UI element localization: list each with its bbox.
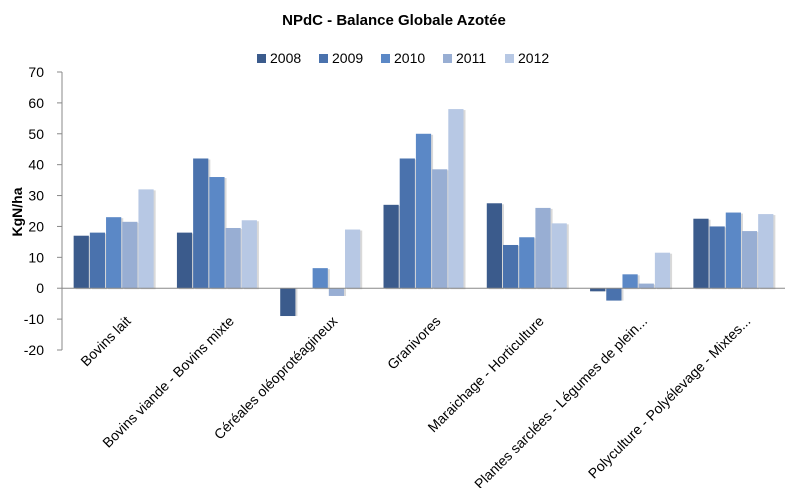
bar-2011 — [638, 283, 654, 289]
category-label: Bovins lait — [77, 313, 134, 370]
bar-2009 — [502, 244, 519, 289]
bar-2008 — [280, 288, 296, 317]
bar-2012 — [448, 109, 464, 289]
bar-2008 — [383, 204, 399, 289]
bar-2012 — [345, 229, 361, 289]
bar-2009 — [709, 226, 725, 289]
bar-2011 — [122, 221, 138, 289]
y-tick-label: 70 — [28, 64, 44, 80]
legend-label-2012: 2012 — [518, 50, 549, 66]
bar-2011 — [328, 288, 345, 296]
bar-2010 — [519, 237, 535, 289]
bar-2011 — [741, 231, 758, 289]
bar-2012 — [551, 223, 567, 289]
legend-swatch-2012 — [505, 54, 514, 63]
legend-swatch-2010 — [381, 54, 390, 63]
category-label: Céréales oléoprotéagineux — [211, 313, 341, 443]
bar-2010 — [312, 268, 328, 289]
category-label: Granivores — [384, 313, 444, 373]
bar-2010 — [415, 133, 432, 289]
legend: 2008 2009 2010 2011 2012 — [257, 50, 549, 66]
y-tick-label: 0 — [36, 280, 44, 296]
bar-2008 — [486, 203, 502, 289]
y-tick-label: 60 — [28, 95, 44, 111]
bar-2009 — [89, 232, 106, 289]
legend-label-2008: 2008 — [270, 50, 301, 66]
y-tick-label: 40 — [28, 157, 44, 173]
bar-2009 — [606, 288, 622, 301]
legend-swatch-2008 — [257, 54, 266, 63]
bar-2010 — [209, 177, 225, 289]
bar-2009 — [193, 158, 209, 289]
y-tick-label: 30 — [28, 188, 44, 204]
legend-label-2010: 2010 — [394, 50, 425, 66]
y-tick-label: -10 — [24, 311, 44, 327]
chart-title: NPdC - Balance Globale Azotée — [282, 12, 506, 29]
y-tick-label: -20 — [24, 342, 44, 358]
bar-2008 — [176, 232, 193, 289]
category-label: Plantes sarclées - Légumes de plein... — [471, 313, 650, 488]
legend-swatch-2011 — [443, 54, 452, 63]
bar-2012 — [241, 220, 257, 289]
bar-2011 — [432, 169, 448, 289]
bar-2010 — [106, 217, 122, 289]
y-axis-ticks: -20 -10 0 10 20 30 40 50 60 70 — [24, 64, 44, 358]
bar-2011 — [535, 207, 551, 289]
bar-2008 — [590, 288, 606, 292]
bar-2009 — [399, 158, 415, 289]
y-tick-label: 10 — [28, 249, 44, 265]
bar-2012 — [758, 214, 774, 289]
y-axis-label: KgN/ha — [9, 187, 25, 236]
legend-swatch-2009 — [319, 54, 328, 63]
axis — [57, 71, 785, 351]
bar-2008 — [693, 218, 709, 289]
y-tick-label: 50 — [28, 126, 44, 142]
legend-label-2009: 2009 — [332, 50, 363, 66]
bar-2012 — [138, 189, 154, 289]
category-label: Polyculture - Polyélevage - Mixtes... — [585, 313, 754, 482]
legend-label-2011: 2011 — [456, 50, 486, 66]
category-label: Maraichage - Horticulture — [424, 313, 547, 436]
bar-2010 — [622, 274, 638, 289]
bar-2011 — [225, 227, 241, 289]
bars — [73, 109, 776, 317]
y-tick-label: 20 — [28, 218, 44, 234]
bar-2008 — [73, 235, 89, 289]
bar-2010 — [725, 212, 741, 289]
bar-2012 — [654, 252, 671, 289]
